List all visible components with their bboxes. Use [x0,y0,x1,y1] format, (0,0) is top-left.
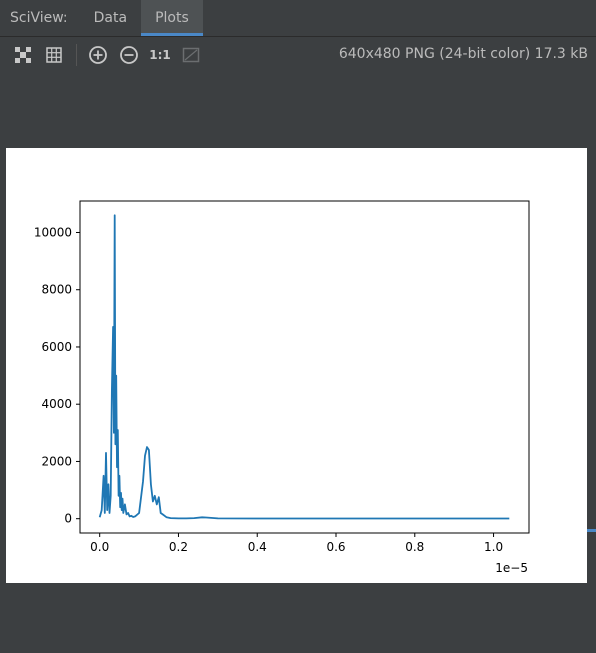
y-tick-label: 4000 [41,397,72,411]
plot-toolbar: 1:1 [0,37,596,73]
x-tick-label: 0.2 [169,540,188,554]
y-tick-label: 8000 [41,283,72,297]
plot-image: 0 2000 4000 6000 8000 10000 0.0 0.2 0.4 0.6 0.8 1.… [6,148,587,583]
y-tick-label: 0 [64,512,72,526]
tab-plots[interactable]: Plots [141,0,203,36]
fit-screen-button[interactable] [12,44,34,66]
sciview-tab-bar: SciView: Data Plots [0,0,596,37]
x-tick-label: 1.0 [484,540,503,554]
line-chart: 0 2000 4000 6000 8000 10000 0.0 0.2 0.4 0.6 0.8 1.… [34,200,530,575]
zoom-in-icon [89,46,107,64]
toggle-background-icon [182,47,200,63]
actual-size-icon: 1:1 [149,48,171,62]
grid-button[interactable] [43,44,65,66]
x-tick-label: 0.0 [90,540,109,554]
zoom-out-button[interactable] [118,44,140,66]
x-tick-label: 0.6 [326,540,345,554]
x-axis-ticks: 0.0 0.2 0.4 0.6 0.8 1.0 [90,533,503,554]
series-line [98,214,510,520]
grid-icon [46,47,62,63]
zoom-out-icon [120,46,138,64]
y-tick-label: 6000 [41,340,72,354]
y-tick-label: 2000 [41,454,72,468]
splitter-marker [587,529,596,532]
actual-size-button[interactable]: 1:1 [149,44,171,66]
tab-data[interactable]: Data [93,10,128,26]
fit-screen-icon [15,47,31,63]
y-axis-ticks: 0 2000 4000 6000 8000 10000 [34,225,80,526]
plot-frame [79,200,530,534]
sciview-label: SciView: [10,10,68,26]
x-tick-label: 0.8 [405,540,424,554]
x-axis-offset-label: 1e−5 [495,561,528,575]
toolbar-separator [76,44,77,66]
image-info: 640x480 PNG (24-bit color) 17.3 kB [338,46,588,62]
toggle-background-button[interactable] [180,44,202,66]
x-tick-label: 0.4 [248,540,267,554]
y-tick-label: 10000 [34,225,72,239]
zoom-in-button[interactable] [87,44,109,66]
